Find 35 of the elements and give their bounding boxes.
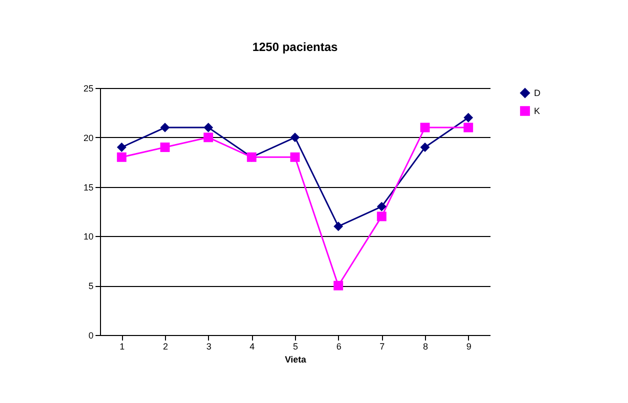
point xyxy=(334,280,344,290)
x-tick-label: 6 xyxy=(336,342,342,352)
y-tick-label: 25 xyxy=(83,84,94,94)
x-tick-label: 9 xyxy=(466,342,472,352)
x-tick-label: 3 xyxy=(206,342,212,352)
y-tick-label: 0 xyxy=(88,330,94,340)
point xyxy=(160,142,170,152)
point xyxy=(464,112,474,122)
x-tick-label: 4 xyxy=(250,342,255,352)
point xyxy=(376,212,386,222)
x-tick-label: 1 xyxy=(120,342,125,352)
point xyxy=(116,142,126,152)
x-tick-label: 7 xyxy=(380,342,385,352)
point xyxy=(464,122,474,132)
point xyxy=(290,132,300,142)
point xyxy=(204,132,214,142)
legend-label: K xyxy=(534,106,540,116)
point xyxy=(420,142,430,152)
point xyxy=(420,122,430,132)
y-tick-label: 20 xyxy=(83,132,94,143)
x-tick-label: 8 xyxy=(422,342,428,352)
y-tick-label: 15 xyxy=(83,182,94,192)
chart-title: 1250 pacientas xyxy=(252,40,338,54)
point xyxy=(290,152,300,162)
y-tick-label: 10 xyxy=(83,232,94,242)
point xyxy=(116,152,126,162)
y-tick-label: 5 xyxy=(88,281,94,292)
x-tick-label: 2 xyxy=(162,342,168,352)
point xyxy=(160,122,170,132)
point xyxy=(376,202,386,212)
point xyxy=(334,222,344,232)
x-axis-title: Vieta xyxy=(284,354,308,364)
point xyxy=(204,122,214,132)
x-tick-label: 5 xyxy=(292,342,298,352)
legend-label: D xyxy=(534,88,541,98)
